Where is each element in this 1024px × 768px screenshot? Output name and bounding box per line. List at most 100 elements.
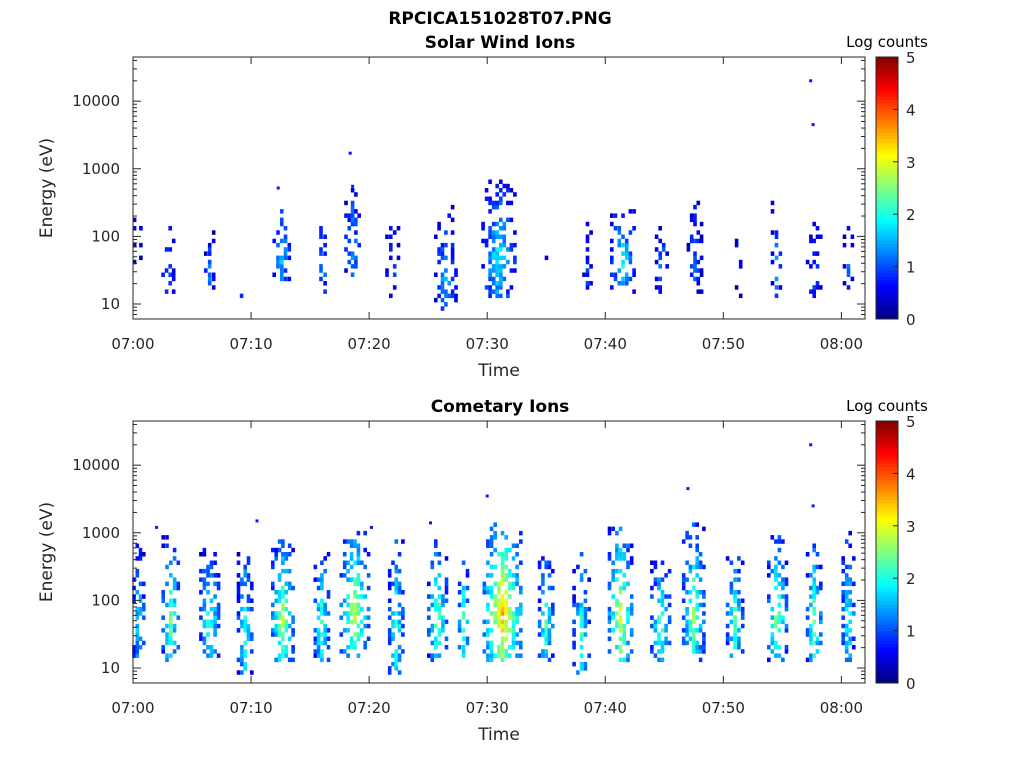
- heatmap-cell: [544, 649, 548, 654]
- heatmap-cell: [356, 577, 361, 582]
- heatmap-cell: [618, 568, 623, 574]
- heatmap-cell: [486, 657, 490, 663]
- heatmap-cell: [172, 611, 177, 616]
- heatmap-cell: [733, 590, 737, 595]
- heatmap-cell: [493, 564, 497, 570]
- heatmap-cell: [695, 649, 699, 654]
- heatmap-cell: [434, 653, 438, 658]
- heatmap-cell: [844, 573, 849, 578]
- heatmap-cell: [387, 568, 392, 574]
- heatmap-cell: [774, 539, 778, 544]
- heatmap-cell: [547, 657, 552, 663]
- heatmap-cell: [515, 552, 519, 557]
- colorbar-segment: [876, 240, 898, 245]
- heatmap-cell: [819, 585, 823, 591]
- heatmap-cell: [280, 221, 284, 227]
- heatmap-cell: [781, 539, 785, 544]
- heatmap-cell: [508, 581, 512, 587]
- heatmap-cell: [484, 242, 489, 248]
- heatmap-cell: [626, 560, 630, 565]
- heatmap-cell: [499, 179, 503, 184]
- heatmap-cell: [165, 640, 169, 646]
- heatmap-cell: [658, 251, 662, 256]
- heatmap-cell: [280, 268, 284, 273]
- heatmap-cell: [805, 606, 810, 612]
- heatmap-cell: [610, 255, 614, 261]
- heatmap-cell: [465, 636, 470, 641]
- heatmap-cell: [353, 632, 357, 637]
- heatmap-cell: [489, 611, 494, 616]
- heatmap-cell: [441, 623, 445, 629]
- heatmap-cell: [397, 611, 402, 616]
- heatmap-cell: [274, 590, 278, 595]
- heatmap-cell: [618, 585, 623, 591]
- colorbar-segment: [876, 115, 898, 120]
- colorbar-segment: [876, 86, 898, 91]
- heatmap-cell: [852, 636, 856, 641]
- heatmap-cell: [202, 581, 207, 587]
- heatmap-cell: [440, 276, 445, 282]
- heatmap-cell: [504, 619, 508, 625]
- heatmap-cell: [547, 564, 552, 570]
- heatmap-cell: [316, 628, 321, 633]
- colorbar-tick-label: 0: [906, 675, 916, 693]
- heatmap-cell: [240, 670, 244, 675]
- outlier-cell: [348, 151, 352, 155]
- heatmap-cell: [209, 645, 214, 650]
- heatmap-cell: [842, 234, 847, 239]
- heatmap-cell: [499, 281, 503, 286]
- heatmap-cell: [497, 645, 501, 650]
- heatmap-cell: [204, 268, 208, 273]
- heatmap-cell: [353, 543, 357, 548]
- heatmap-cell: [579, 661, 584, 667]
- heatmap-cell: [844, 649, 849, 654]
- heatmap-cell: [491, 289, 496, 294]
- colorbar-segment: [876, 427, 898, 432]
- heatmap-cell: [454, 272, 458, 277]
- heatmap-cell: [440, 242, 445, 248]
- heatmap-cell: [356, 547, 361, 553]
- heatmap-cell: [339, 615, 344, 620]
- heatmap-cell: [841, 606, 845, 612]
- heatmap-cell: [547, 640, 552, 646]
- heatmap-cell: [664, 628, 668, 633]
- heatmap-cell: [135, 556, 140, 561]
- heatmap-cell: [246, 598, 251, 603]
- heatmap-cell: [579, 632, 584, 637]
- heatmap-cell: [660, 649, 665, 654]
- colorbar-segment: [876, 535, 898, 540]
- heatmap-cell: [437, 247, 441, 252]
- heatmap-cell: [725, 556, 730, 561]
- heatmap-cell: [547, 560, 552, 565]
- heatmap-cell: [848, 619, 852, 625]
- heatmap-cell: [500, 619, 505, 625]
- heatmap-cell: [767, 657, 771, 663]
- heatmap-cell: [397, 619, 402, 625]
- colorbar-segment: [876, 624, 898, 628]
- colorbar-segment: [876, 106, 898, 110]
- heatmap-cell: [291, 628, 295, 633]
- heatmap-cell: [572, 628, 576, 633]
- heatmap-cell: [685, 619, 689, 625]
- heatmap-cell: [349, 602, 354, 608]
- heatmap-cell: [842, 264, 847, 269]
- heatmap-cell: [366, 573, 371, 578]
- heatmap-cell: [489, 535, 494, 540]
- heatmap-cell: [626, 640, 630, 646]
- heatmap-cell: [610, 285, 614, 290]
- heatmap-cell: [695, 628, 699, 633]
- heatmap-cell: [777, 594, 782, 599]
- colorbar-segment: [876, 666, 898, 671]
- heatmap-cell: [243, 628, 247, 633]
- heatmap-cell: [660, 560, 665, 565]
- heatmap-cell: [434, 581, 438, 587]
- heatmap-cell: [135, 640, 140, 646]
- heatmap-cell: [347, 226, 352, 231]
- heatmap-cell: [499, 188, 503, 193]
- heatmap-cell: [805, 259, 810, 265]
- heatmap-cell: [618, 606, 623, 612]
- heatmap-cell: [504, 628, 508, 633]
- heatmap-cell: [450, 204, 455, 210]
- heatmap-cell: [629, 594, 634, 599]
- heatmap-cell: [461, 653, 466, 658]
